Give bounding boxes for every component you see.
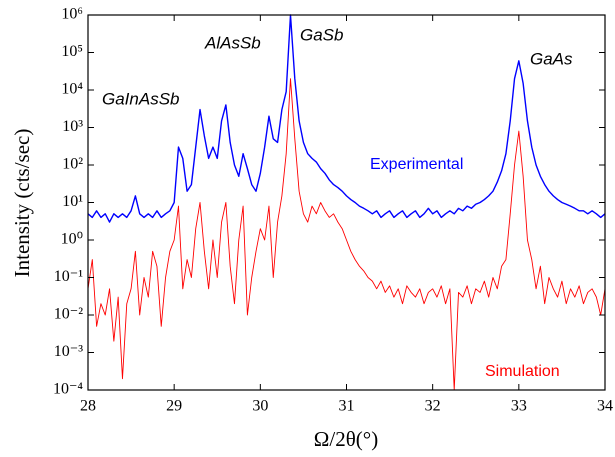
x-tick-label: 33 <box>511 398 527 415</box>
data-line <box>87 14 606 223</box>
plot-frame <box>87 14 606 391</box>
x-tick-label: 32 <box>425 398 441 415</box>
y-tick-label: 10¹ <box>62 193 83 210</box>
x-tick-label: 30 <box>252 398 268 415</box>
x-tick-label: 28 <box>80 398 96 415</box>
peak-annotation: GaInAsSb <box>102 89 180 108</box>
y-tick-label: 10⁴ <box>61 81 83 98</box>
legend-label: Simulation <box>485 363 560 380</box>
y-tick-label: 10⁻¹ <box>54 268 83 285</box>
legend-label: Experimental <box>370 156 463 173</box>
y-tick-label: 10⁵ <box>61 43 83 60</box>
x-tick-label: 34 <box>597 398 613 415</box>
y-tick-label: 10³ <box>62 118 83 135</box>
y-tick-label: 10⁰ <box>61 231 83 248</box>
y-tick-label: 10⁻³ <box>54 343 83 360</box>
peak-annotation: GaAs <box>530 49 573 68</box>
peak-annotation: GaSb <box>300 25 343 44</box>
x-axis-label: Ω/2θ(°) <box>314 427 378 451</box>
y-tick-label: 10² <box>62 156 83 173</box>
peak-annotation: AlAsSb <box>204 33 261 52</box>
y-axis-label: Intensity (cts/sec) <box>10 129 34 278</box>
x-tick-label: 29 <box>166 398 182 415</box>
y-tick-label: 10⁶ <box>61 6 83 23</box>
y-tick-label: 10⁻² <box>54 306 83 323</box>
data-line <box>87 78 606 391</box>
y-tick-label: 10⁻⁴ <box>53 381 83 398</box>
x-tick-label: 31 <box>339 398 355 415</box>
